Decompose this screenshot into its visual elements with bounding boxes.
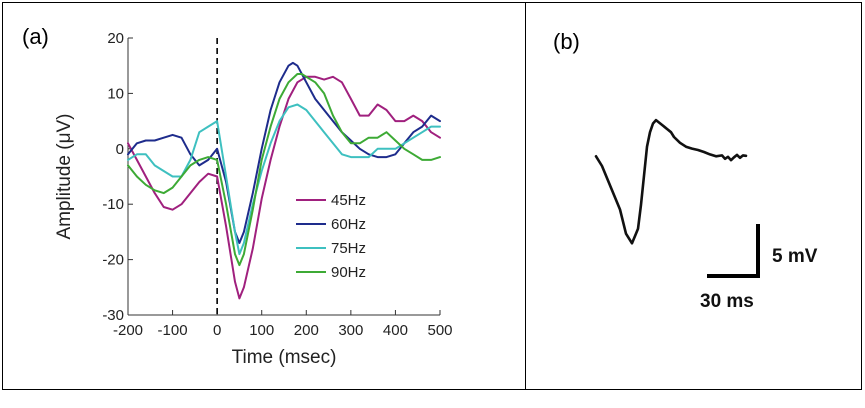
x-tick-label: -100 [158,322,188,339]
series-line-45hz [127,75,441,300]
y-tick-label: 20 [107,30,124,47]
scale-bar-voltage-label: 5 mV [772,246,818,267]
waveform-group [594,118,748,245]
legend: 45Hz 60Hz 75Hz 90Hz [296,192,366,281]
y-tick-label: 10 [107,85,124,102]
legend-label-75hz: 75Hz [331,240,366,257]
x-ticks: -200 -100 0 100 200 300 400 500 [113,310,453,339]
series-line-75hz [127,103,441,256]
x-tick-label: 500 [427,322,452,339]
x-tick-label: 100 [249,322,274,339]
figure-frame [2,2,862,390]
y-tick-label: -30 [102,307,124,324]
panel-a-label: (a) [22,24,49,49]
panel-b-label: (b) [553,29,580,54]
chart-b: 5 mV 30 ms [594,118,818,312]
panel-divider [525,2,526,390]
x-tick-label: -200 [113,322,143,339]
series-line-60hz [127,61,441,244]
y-tick-label: -20 [102,252,124,269]
series-group [127,61,441,300]
x-tick-label: 400 [383,322,408,339]
legend-label-90hz: 90Hz [331,264,366,281]
y-tick-label: 0 [116,141,124,158]
series-line-90hz [127,73,441,267]
y-tick-label: -10 [102,196,124,213]
x-axis-title: Time (msec) [232,347,337,368]
x-tick-label: 0 [213,322,221,339]
scale-bar-time-label: 30 ms [700,291,754,312]
legend-label-60hz: 60Hz [331,216,366,233]
legend-label-45hz: 45Hz [331,192,366,209]
y-axis-title: Amplitude (μV) [54,113,75,239]
waveform-trace [594,118,748,245]
x-tick-label: 200 [294,322,319,339]
x-tick-label: 300 [338,322,363,339]
